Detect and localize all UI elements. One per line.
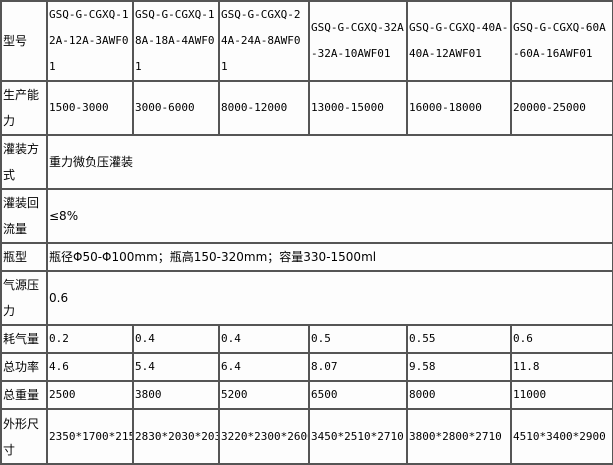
cell-value-merged: 重力微负压灌装 (46, 134, 613, 190)
cell-value: 5.4 (132, 352, 220, 382)
row-label: 灌装回流量 (0, 188, 48, 244)
cell-value: 3220*2300*2600 (218, 408, 310, 465)
cell-value: 8000 (406, 380, 512, 410)
cell-value-merged: ≤8% (46, 188, 613, 244)
cell-value: GSQ-G-CGXQ-24A-24A-8AWF01 (218, 0, 310, 82)
row-label: 总重量 (0, 380, 48, 410)
cell-value: 8.07 (308, 352, 408, 382)
row-filling-method: 灌装方式 重力微负压灌装 (0, 134, 613, 190)
row-label: 外形尺寸 (0, 408, 48, 465)
cell-value: 5200 (218, 380, 310, 410)
cell-value: 1500-3000 (46, 80, 134, 136)
cell-value: 4510*3400*2900 (510, 408, 613, 465)
cell-value: 0.5 (308, 324, 408, 354)
cell-value: 3800 (132, 380, 220, 410)
cell-value: 6.4 (218, 352, 310, 382)
row-label: 瓶型 (0, 242, 48, 272)
row-label: 生产能力 (0, 80, 48, 136)
cell-value: 0.2 (46, 324, 134, 354)
row-label: 灌装方式 (0, 134, 48, 190)
cell-value: 6500 (308, 380, 408, 410)
cell-value: 0.55 (406, 324, 512, 354)
cell-value: 11000 (510, 380, 613, 410)
cell-value: 3000-6000 (132, 80, 220, 136)
row-label: 型号 (0, 0, 48, 82)
cell-value: 0.4 (218, 324, 310, 354)
cell-value: 8000-12000 (218, 80, 310, 136)
cell-value: 2500 (46, 380, 134, 410)
cell-value: GSQ-G-CGXQ-60A-60A-16AWF01 (510, 0, 613, 82)
row-dimensions: 外形尺寸 2350*1700*2150 2830*2030*2030 3220*230… (0, 408, 613, 465)
cell-value: GSQ-G-CGXQ-18A-18A-4AWF01 (132, 0, 220, 82)
cell-value: 3800*2800*2710 (406, 408, 512, 465)
row-total-power: 总功率 4.6 5.4 6.4 8.07 9.58 11.8 (0, 352, 613, 382)
row-bottle-type: 瓶型 瓶径Φ50-Φ100mm；瓶高150-320mm；容量330-1500ml (0, 242, 613, 272)
row-capacity: 生产能力 1500-3000 3000-6000 8000-12000 13000-15… (0, 80, 613, 136)
row-total-weight: 总重量 2500 3800 5200 6500 8000 11000 (0, 380, 613, 410)
cell-value: 3450*2510*2710 (308, 408, 408, 465)
row-label: 耗气量 (0, 324, 48, 354)
cell-value: 11.8 (510, 352, 613, 382)
cell-value: GSQ-G-CGXQ-32A-32A-10AWF01 (308, 0, 408, 82)
cell-value: 20000-25000 (510, 80, 613, 136)
cell-value: 2350*1700*2150 (46, 408, 134, 465)
cell-value: 0.6 (510, 324, 613, 354)
cell-value: GSQ-G-CGXQ-40A-40A-12AWF01 (406, 0, 512, 82)
cell-value: 16000-18000 (406, 80, 512, 136)
row-air-pressure: 气源压力 0.6 (0, 270, 613, 326)
cell-value: 2830*2030*2030 (132, 408, 220, 465)
cell-value-merged: 瓶径Φ50-Φ100mm；瓶高150-320mm；容量330-1500ml (46, 242, 613, 272)
row-air-consumption: 耗气量 0.2 0.4 0.4 0.5 0.55 0.6 (0, 324, 613, 354)
cell-value-merged: 0.6 (46, 270, 613, 326)
cell-value: 13000-15000 (308, 80, 408, 136)
row-label: 总功率 (0, 352, 48, 382)
cell-value: 9.58 (406, 352, 512, 382)
row-model: 型号 GSQ-G-CGXQ-12A-12A-3AWF01 GSQ-G-CGXQ-18… (0, 0, 613, 82)
cell-value: GSQ-G-CGXQ-12A-12A-3AWF01 (46, 0, 134, 82)
cell-value: 0.4 (132, 324, 220, 354)
row-reflux: 灌装回流量 ≤8% (0, 188, 613, 244)
row-label: 气源压力 (0, 270, 48, 326)
cell-value: 4.6 (46, 352, 134, 382)
